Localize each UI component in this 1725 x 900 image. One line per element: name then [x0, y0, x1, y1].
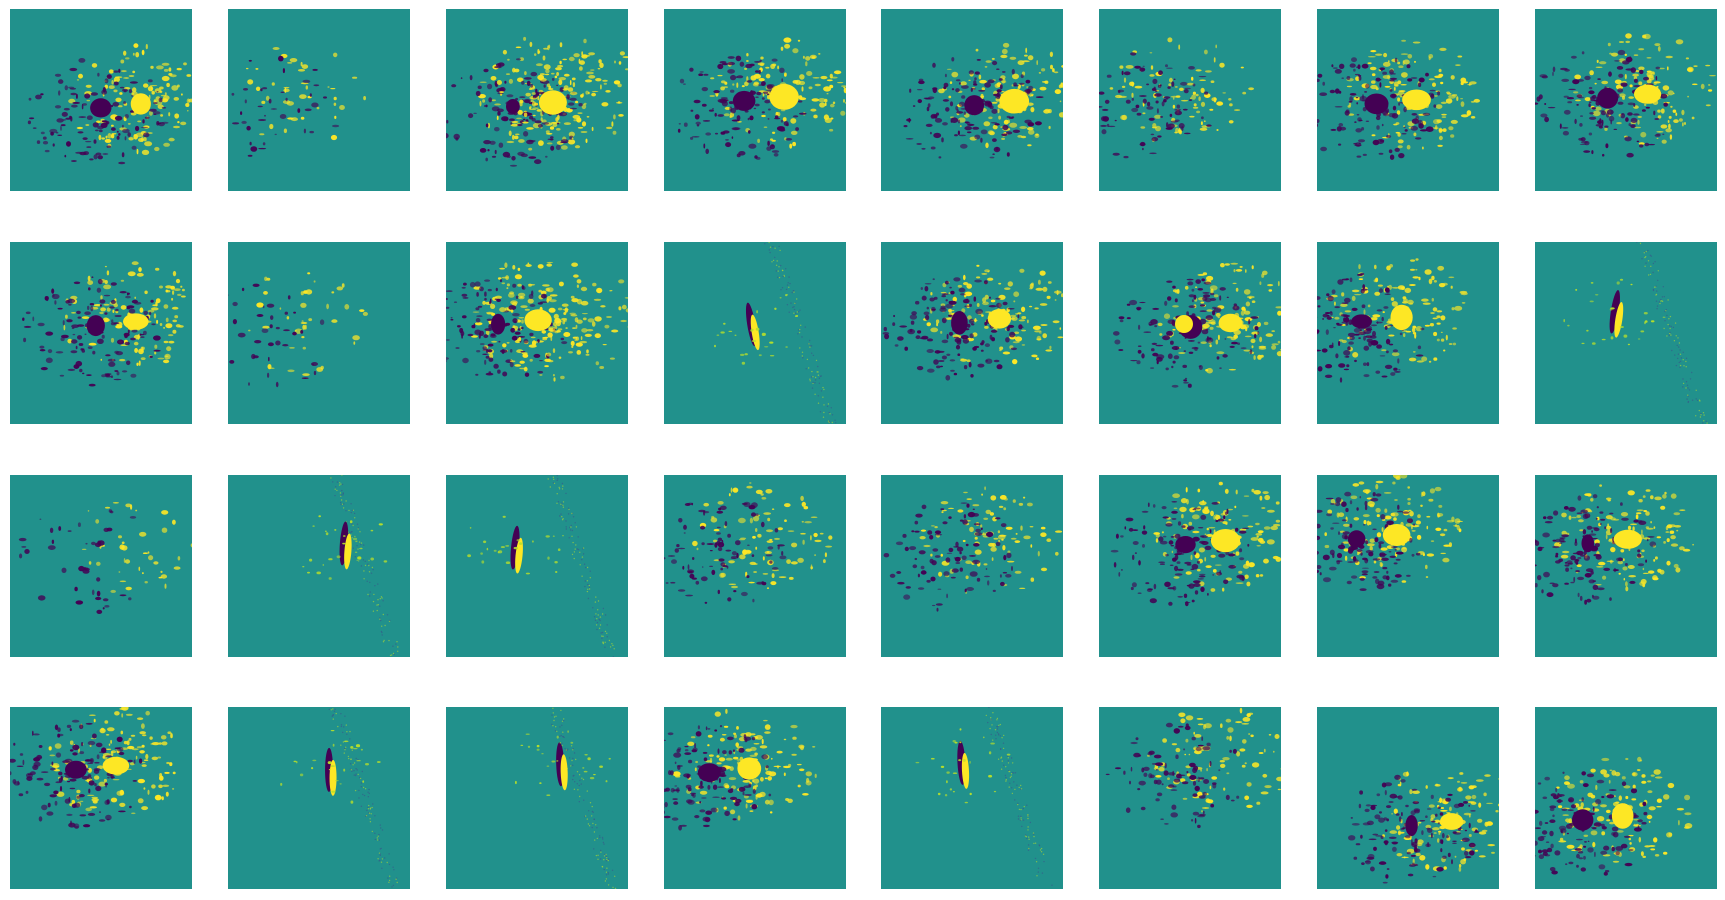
magnetogram-panel-r4c1: [10, 707, 192, 890]
magnetogram-image: [1105, 708, 1282, 829]
magnetogram-panel-r1c3: [445, 9, 628, 191]
magnetogram-panel-r2c6: [1099, 241, 1282, 424]
magnetogram-panel-r2c8: [1535, 241, 1717, 424]
magnetogram-image: [677, 37, 846, 160]
magnetogram-panel-r3c2: [227, 474, 410, 657]
magnetogram-panel-r4c6: [1099, 707, 1282, 890]
magnetogram-panel-r1c6: [1099, 9, 1282, 191]
magnetogram-image: [1110, 481, 1282, 606]
magnetogram-image: [663, 481, 832, 604]
magnetogram-image: [445, 36, 628, 167]
magnetogram-image: [1099, 37, 1255, 159]
magnetogram-image: [445, 261, 628, 382]
magnetogram-image: [1535, 483, 1694, 605]
magnetogram-panel-r4c8: [1535, 707, 1717, 890]
magnetogram-panel-r3c6: [1099, 474, 1282, 657]
magnetogram-panel-r1c5: [881, 9, 1064, 191]
magnetogram-panel-r4c3: [445, 707, 628, 890]
magnetogram-panel-r2c5: [881, 241, 1064, 424]
magnetogram-panel-r4c5: [881, 707, 1064, 890]
magnetogram-image: [883, 485, 1063, 612]
magnetogram-panel-r3c8: [1535, 474, 1717, 657]
magnetogram-image: [1348, 771, 1500, 884]
magnetogram-image: [227, 271, 368, 387]
magnetogram-image: [301, 474, 399, 656]
magnetogram-image: [903, 42, 1064, 159]
magnetogram-image: [713, 241, 836, 424]
magnetogram-image: [1535, 33, 1716, 158]
magnetogram-image: [514, 707, 616, 890]
magnetogram-panel-r2c4: [663, 241, 846, 424]
magnetogram-panel-r1c4: [663, 9, 846, 191]
magnetogram-panel-r1c1: [10, 9, 192, 191]
magnetogram-image: [18, 501, 192, 614]
magnetogram-panel-r2c3: [445, 241, 628, 424]
magnetogram-panel-r3c3: [445, 474, 628, 657]
magnetogram-panel-r4c7: [1317, 707, 1500, 890]
magnetogram-image: [1113, 262, 1282, 388]
magnetogram-panel-r4c2: [227, 707, 410, 890]
magnetogram-image: [1563, 241, 1708, 424]
magnetogram-image: [663, 709, 817, 831]
magnetogram-image: [1535, 757, 1693, 877]
magnetogram-image: [22, 261, 186, 387]
magnetogram-panel-r3c4: [663, 474, 846, 657]
magnetogram-image: [882, 264, 1064, 381]
magnetogram-image: [1317, 474, 1464, 591]
magnetogram-panel-r3c5: [881, 474, 1064, 657]
magnetogram-panel-r3c7: [1317, 474, 1500, 657]
magnetogram-image: [1317, 258, 1468, 383]
magnetogram-panel-r1c8: [1535, 9, 1717, 191]
magnetogram-panel-r3c1: [10, 474, 192, 657]
magnetogram-panel-r1c7: [1317, 9, 1500, 191]
magnetogram-image: [279, 708, 398, 888]
magnetogram-image: [915, 707, 1054, 887]
magnetogram-image: [231, 47, 366, 157]
magnetogram-image: [27, 43, 192, 165]
magnetogram-image: [1317, 39, 1481, 160]
magnetogram-panel-r2c7: [1317, 241, 1500, 424]
magnetogram-panel-r2c2: [227, 241, 410, 424]
magnetogram-panel-r4c4: [663, 707, 846, 890]
magnetogram-image: [10, 707, 176, 830]
magnetogram-image: [466, 474, 615, 657]
magnetogram-panel-r1c2: [227, 9, 410, 191]
magnetogram-panel-r2c1: [10, 241, 192, 424]
